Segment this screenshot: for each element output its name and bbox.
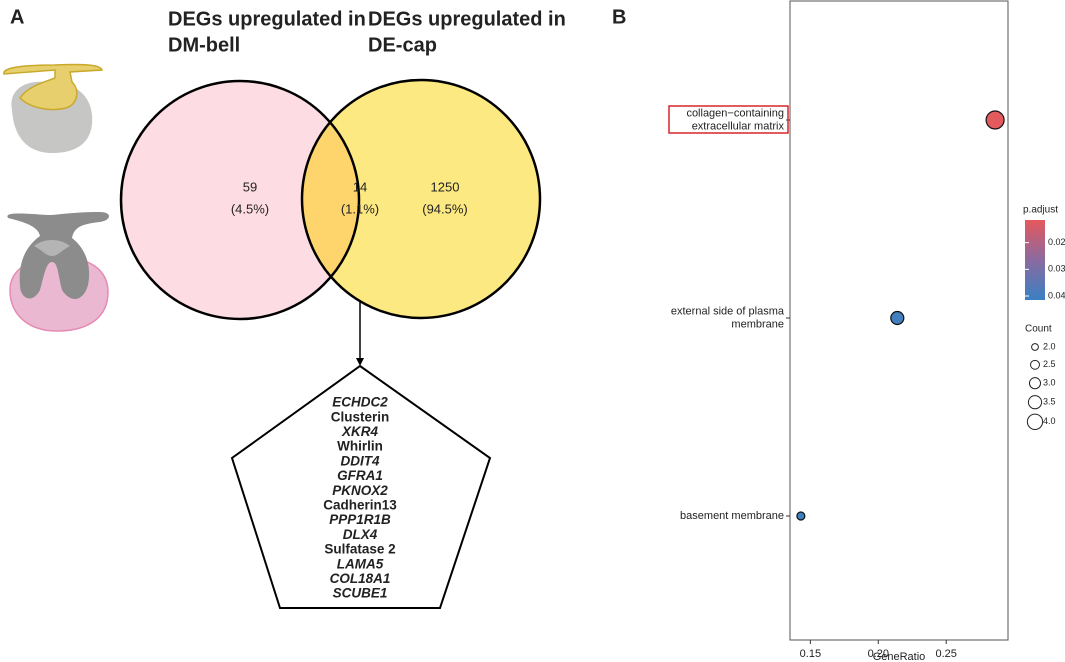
set-title: DE-cap bbox=[368, 34, 437, 56]
gene-name: LAMA5 bbox=[337, 556, 384, 571]
set-title: DM-bell bbox=[168, 34, 240, 56]
set-circle bbox=[121, 81, 359, 319]
set-outline bbox=[300, 78, 542, 320]
panel-label: A bbox=[10, 6, 24, 28]
highlight-box bbox=[668, 105, 789, 134]
x-tick-label: 0.15 bbox=[800, 648, 821, 660]
size-legend-title: Count bbox=[1025, 324, 1052, 335]
y-tick-label: basement membrane bbox=[680, 510, 784, 522]
gene-name: GFRA1 bbox=[337, 468, 383, 483]
gene-name: Cadherin13 bbox=[323, 497, 397, 512]
colorbar-tick-label: 0.03 bbox=[1048, 264, 1065, 274]
region-count: 14 bbox=[353, 179, 367, 194]
x-axis-label: GeneRatio bbox=[873, 651, 926, 662]
gene-name: DDIT4 bbox=[340, 453, 379, 468]
colorbar-tick-label: 0.04 bbox=[1048, 290, 1065, 300]
y-tick-label: extracellular matrix bbox=[692, 120, 785, 132]
tooth-cap-illustration bbox=[3, 63, 104, 154]
gene-name: PPP1R1B bbox=[329, 512, 391, 527]
set-title: DEGs upregulated in bbox=[168, 8, 366, 30]
x-tick-label: 0.25 bbox=[935, 648, 956, 660]
color-legend-title: p.adjust bbox=[1023, 205, 1058, 216]
region-percent: (94.5%) bbox=[422, 201, 468, 216]
gene-name: DLX4 bbox=[343, 527, 378, 542]
size-legend-circle bbox=[1027, 395, 1043, 410]
size-legend-label: 4.0 bbox=[1043, 416, 1056, 426]
size-legend-circle bbox=[1028, 377, 1042, 390]
y-tick-label: external side of plasma bbox=[671, 305, 785, 317]
point bbox=[985, 110, 1005, 130]
gene-name: XKR4 bbox=[341, 424, 379, 439]
point bbox=[890, 310, 905, 326]
panel-label: B bbox=[612, 6, 626, 28]
y-tick-label: membrane bbox=[731, 318, 784, 330]
gene-name: Sulfatase 2 bbox=[324, 542, 395, 557]
set-circle bbox=[302, 80, 540, 318]
size-legend-circle bbox=[1026, 413, 1044, 430]
size-legend-circle bbox=[1030, 359, 1040, 370]
size-legend-label: 3.0 bbox=[1043, 378, 1056, 388]
x-tick-label: 0.20 bbox=[868, 648, 889, 660]
colorbar bbox=[1025, 220, 1045, 300]
size-legend-label: 2.0 bbox=[1043, 341, 1056, 351]
tooth-bell-illustration bbox=[7, 212, 110, 332]
gene-pentagon bbox=[230, 364, 492, 609]
colorbar-tick-label: 0.02 bbox=[1048, 237, 1065, 247]
plot-frame bbox=[789, 0, 1009, 641]
point bbox=[796, 511, 806, 521]
size-legend-label: 3.5 bbox=[1043, 397, 1056, 407]
venn bbox=[119, 78, 542, 321]
arrow-head bbox=[356, 358, 364, 366]
y-tick-label: collagen−containing bbox=[686, 107, 784, 119]
region-count: 59 bbox=[243, 179, 257, 194]
size-legend-label: 2.5 bbox=[1043, 359, 1056, 369]
set-title: DEGs upregulated in bbox=[368, 8, 566, 30]
region-percent: (1.1%) bbox=[341, 201, 379, 216]
gene-name: Whirlin bbox=[337, 439, 383, 454]
region-percent: (4.5%) bbox=[231, 201, 269, 216]
set-outline bbox=[119, 79, 361, 321]
gene-name: Clusterin bbox=[331, 409, 390, 424]
gene-name: ECHDC2 bbox=[332, 395, 388, 410]
size-legend-circle bbox=[1031, 343, 1039, 351]
gene-name: COL18A1 bbox=[330, 571, 391, 586]
gene-name: PKNOX2 bbox=[332, 483, 388, 498]
region-count: 1250 bbox=[431, 179, 460, 194]
gene-name: SCUBE1 bbox=[333, 586, 388, 601]
